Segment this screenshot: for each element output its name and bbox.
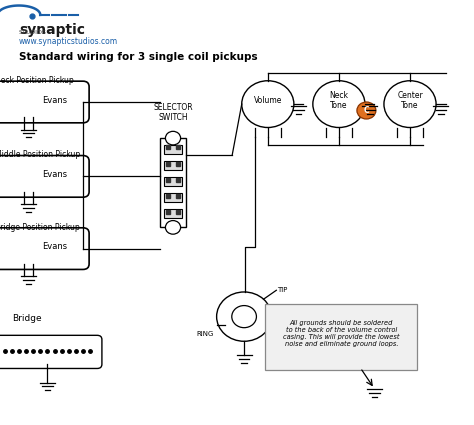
FancyBboxPatch shape: [0, 228, 89, 269]
FancyBboxPatch shape: [265, 304, 417, 370]
Text: RING: RING: [196, 331, 213, 337]
FancyBboxPatch shape: [164, 209, 182, 218]
Text: C: C: [364, 106, 369, 115]
Circle shape: [384, 81, 436, 128]
Circle shape: [242, 81, 294, 128]
Text: Volume: Volume: [254, 96, 282, 105]
FancyBboxPatch shape: [0, 81, 89, 123]
Circle shape: [313, 81, 365, 128]
Circle shape: [357, 102, 376, 119]
FancyBboxPatch shape: [164, 177, 182, 186]
FancyBboxPatch shape: [160, 138, 186, 227]
Text: Evans: Evans: [42, 96, 67, 105]
Circle shape: [165, 221, 181, 234]
Text: Standard wiring for 3 single coil pickups: Standard wiring for 3 single coil pickup…: [19, 52, 257, 62]
Text: Evans: Evans: [42, 170, 67, 179]
FancyBboxPatch shape: [164, 161, 182, 170]
Text: synaptic: synaptic: [19, 23, 85, 37]
Text: www.synapticstudios.com: www.synapticstudios.com: [19, 37, 118, 46]
Text: Neck
Tone: Neck Tone: [329, 91, 348, 110]
Text: Neck Position Pickup: Neck Position Pickup: [0, 76, 74, 85]
FancyBboxPatch shape: [164, 144, 182, 154]
Text: Evans: Evans: [42, 242, 67, 252]
Text: All grounds should be soldered
to the back of the volume control
casing. This wi: All grounds should be soldered to the ba…: [283, 320, 400, 347]
FancyBboxPatch shape: [0, 335, 102, 368]
Text: SELECTOR
SWITCH: SELECTOR SWITCH: [153, 103, 193, 122]
Circle shape: [165, 131, 181, 145]
Text: Bridge: Bridge: [12, 314, 42, 323]
Text: Center
Tone: Center Tone: [397, 91, 423, 110]
Circle shape: [232, 306, 256, 328]
FancyBboxPatch shape: [0, 156, 89, 197]
Text: Middle Position Pickup: Middle Position Pickup: [0, 150, 81, 159]
Text: TIP: TIP: [277, 287, 288, 293]
Circle shape: [217, 292, 272, 341]
Text: STUDIOS: STUDIOS: [19, 30, 47, 35]
Text: Bridge Position Pickup: Bridge Position Pickup: [0, 223, 80, 232]
FancyBboxPatch shape: [164, 193, 182, 202]
